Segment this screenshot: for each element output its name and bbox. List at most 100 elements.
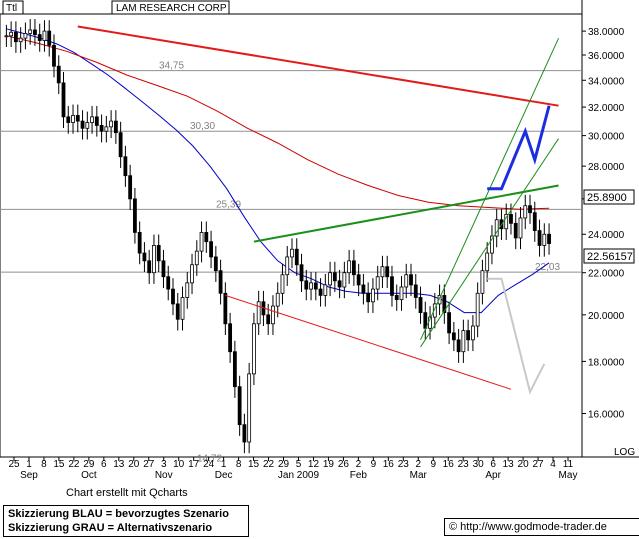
candle-body bbox=[156, 245, 161, 262]
candle-body bbox=[528, 205, 532, 214]
candle-body bbox=[14, 31, 18, 43]
x-month-label: Mar bbox=[410, 470, 428, 481]
candle-body bbox=[66, 116, 71, 123]
candle-body bbox=[90, 116, 94, 123]
x-day-label: 11 bbox=[563, 459, 574, 470]
x-day-label: 4 bbox=[550, 459, 556, 470]
candle-body bbox=[280, 274, 285, 294]
chart-title: LAM RESEARCH CORP bbox=[116, 3, 227, 14]
blue-scenario-path bbox=[487, 105, 551, 191]
x-day-label: 3 bbox=[161, 459, 167, 470]
x-day-label: 26 bbox=[338, 459, 350, 470]
candle-body bbox=[480, 270, 485, 294]
y-tick-label: 16.0000 bbox=[588, 409, 625, 420]
candle-body bbox=[451, 332, 456, 341]
x-day-label: 2 bbox=[415, 459, 421, 470]
x-day-label: 9 bbox=[430, 459, 436, 470]
x-month-label: May bbox=[559, 470, 578, 481]
candle-body bbox=[285, 256, 290, 276]
x-month-label: Nov bbox=[155, 470, 173, 481]
x-day-label: 12 bbox=[308, 459, 320, 470]
candle-body bbox=[399, 286, 404, 301]
candle-body bbox=[99, 125, 104, 132]
price-tag-ma bbox=[583, 248, 635, 264]
candle-body bbox=[137, 232, 142, 254]
candle-body bbox=[275, 292, 280, 307]
price-tag-ma-label: 22.56157 bbox=[587, 251, 633, 263]
candle-body bbox=[109, 120, 114, 128]
x-day-label: 15 bbox=[53, 459, 65, 470]
candle-body bbox=[252, 323, 256, 375]
candle-body bbox=[390, 276, 394, 296]
candle-body bbox=[28, 29, 33, 34]
candle-body bbox=[547, 233, 551, 244]
candle-body bbox=[309, 282, 313, 290]
candle-body bbox=[461, 330, 466, 353]
candle-body bbox=[409, 274, 413, 286]
candle-body bbox=[42, 30, 47, 41]
candle-body bbox=[232, 351, 237, 388]
candle-body bbox=[337, 280, 342, 288]
x-day-label: 6 bbox=[490, 459, 496, 470]
x-day-label: 22 bbox=[68, 459, 80, 470]
candle-body bbox=[385, 266, 390, 278]
candle-body bbox=[432, 303, 437, 318]
level-label-0: 34,75 bbox=[159, 61, 184, 72]
candle-body bbox=[532, 212, 537, 231]
candle-body bbox=[328, 272, 332, 286]
x-month-label: Dec bbox=[215, 470, 233, 481]
level-label-2: 25,39 bbox=[216, 199, 241, 210]
candle-body bbox=[394, 294, 399, 301]
chart-credit: Chart erstellt mit Qcharts bbox=[66, 487, 188, 499]
candle-body bbox=[356, 274, 361, 286]
scenario-legend: Skizzierung BLAU = bevorzugtes Szenario … bbox=[3, 505, 249, 537]
candle-body bbox=[223, 292, 228, 325]
price-tag-last-label: 25.8900 bbox=[587, 192, 627, 204]
candle-body bbox=[332, 272, 337, 282]
website-link[interactable]: © http://www.godmode-trader.de bbox=[444, 518, 639, 536]
candle-body bbox=[485, 252, 490, 272]
candle-body bbox=[513, 222, 518, 239]
x-day-label: 9 bbox=[371, 459, 377, 470]
candle-body bbox=[94, 116, 99, 126]
candle-body bbox=[466, 330, 471, 341]
candle-body bbox=[523, 205, 528, 219]
candle-body bbox=[475, 292, 480, 327]
candle-body bbox=[37, 34, 42, 41]
level-label-4: 14,72 bbox=[197, 453, 222, 464]
candle-body bbox=[166, 276, 171, 290]
candle-body bbox=[204, 232, 209, 243]
symbol-label: Ttl bbox=[6, 3, 17, 14]
candle-body bbox=[256, 301, 261, 325]
level-label-3: 22,03 bbox=[535, 262, 560, 273]
candle-body bbox=[380, 266, 385, 278]
x-day-label: 27 bbox=[143, 459, 155, 470]
x-day-label: 16 bbox=[443, 459, 455, 470]
x-day-label: 13 bbox=[113, 459, 125, 470]
candle-body bbox=[9, 31, 14, 37]
x-day-label: 8 bbox=[41, 459, 47, 470]
x-day-label: 16 bbox=[383, 459, 395, 470]
candle-body bbox=[209, 241, 213, 258]
candle-body bbox=[342, 272, 347, 288]
grey-scenario-path bbox=[487, 277, 546, 395]
x-day-label: 2 bbox=[356, 459, 362, 470]
log-scale-label: LOG bbox=[614, 447, 635, 458]
candle-body bbox=[413, 284, 418, 298]
candle-body bbox=[537, 230, 542, 246]
x-day-label: 23 bbox=[458, 459, 470, 470]
y-tick-label: 36.0000 bbox=[588, 51, 625, 62]
legend-grey: Skizzierung GRAU = Alternativszenario bbox=[8, 522, 213, 534]
x-day-label: 20 bbox=[518, 459, 530, 470]
x-day-label: 15 bbox=[248, 459, 260, 470]
y-tick-label: 22.0000 bbox=[588, 269, 625, 280]
candle-body bbox=[542, 233, 547, 246]
title-box bbox=[111, 0, 230, 15]
candle-body bbox=[290, 248, 294, 258]
x-month-label: Feb bbox=[350, 470, 368, 481]
x-day-label: 8 bbox=[236, 459, 242, 470]
candle-body bbox=[56, 65, 61, 84]
candle-body bbox=[247, 373, 252, 443]
level-label-1: 30,30 bbox=[190, 121, 215, 132]
